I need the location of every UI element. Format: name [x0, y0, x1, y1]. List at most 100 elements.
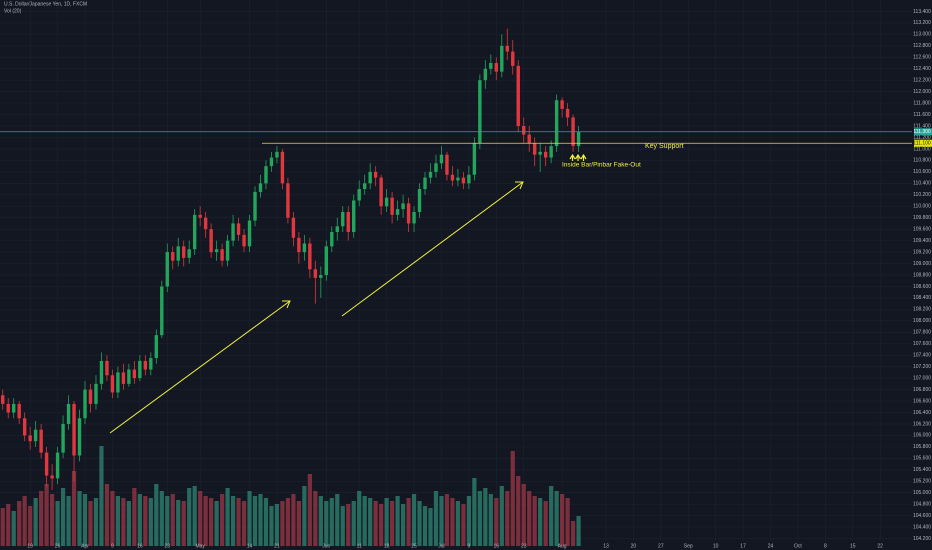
volume-bar — [104, 484, 110, 546]
candle-body — [341, 211, 345, 227]
y-tick-label: 108.200 — [913, 307, 931, 313]
annotation: Inside Bar/Pinbar Fake-Out — [562, 162, 641, 169]
candle-body — [39, 429, 43, 453]
candle-body — [450, 174, 455, 181]
candle-body — [231, 223, 235, 241]
candle-body — [439, 154, 444, 164]
candle-body — [532, 143, 537, 155]
candle-body — [214, 249, 219, 253]
volume-bar — [538, 498, 543, 546]
volume-bar — [252, 496, 258, 546]
candle-body — [297, 237, 301, 253]
candle-body — [505, 45, 509, 52]
candle-body — [489, 63, 493, 69]
candle-body — [66, 403, 71, 424]
volume-bar — [269, 506, 274, 546]
candle-body — [50, 475, 54, 479]
chart-title: U.S. Dollar/Japanese Yen, 1D, FXCM — [4, 1, 87, 7]
volume-bar — [176, 500, 181, 546]
candle-body — [368, 171, 372, 184]
volume-bar — [203, 496, 208, 546]
candle-body — [242, 234, 246, 247]
candle-body — [6, 403, 10, 413]
candle-body — [236, 223, 241, 235]
volume-bar — [236, 498, 241, 546]
volume-bar — [428, 508, 433, 546]
y-tick-label: 110.400 — [913, 181, 931, 187]
y-tick-label: 109.000 — [913, 261, 931, 267]
volume-bar — [395, 496, 400, 546]
candle-body — [500, 45, 504, 72]
y-tick-label: 107.600 — [913, 341, 931, 347]
volume-bar — [368, 498, 373, 546]
volume-bar — [66, 496, 71, 546]
x-tick-label: 23 — [521, 543, 527, 549]
candle-body — [105, 360, 109, 376]
volume-bar — [450, 498, 455, 546]
candle-body — [12, 403, 16, 413]
volume-bar — [126, 501, 131, 546]
volume-bar — [291, 494, 296, 546]
y-tick-label: 104.600 — [913, 513, 931, 519]
volume-bar — [165, 496, 170, 546]
candle-body — [225, 240, 230, 261]
volume-bar — [241, 501, 247, 546]
candles — [1, 28, 581, 490]
y-tick-label: 106.000 — [913, 433, 931, 439]
candle-body — [478, 80, 482, 144]
candle-body — [1, 395, 5, 404]
volume-bar — [379, 504, 384, 546]
candle-body — [160, 286, 164, 336]
candle-body — [154, 335, 158, 359]
volume-bar — [417, 501, 422, 546]
volume-bar — [516, 476, 521, 546]
candle-body — [116, 372, 120, 393]
y-tick-label: 112.600 — [913, 55, 931, 61]
volume-bar — [110, 491, 115, 546]
volume-bar — [55, 501, 60, 546]
y-tick-label: 112.400 — [913, 66, 931, 72]
candle-body — [247, 220, 252, 247]
current-price-line-label: 111.300 — [913, 129, 931, 135]
volume-bar — [71, 471, 77, 546]
candle-body — [83, 389, 87, 419]
candle-body — [28, 435, 32, 442]
candle-body — [291, 217, 296, 238]
candle-body — [280, 151, 285, 184]
candle-body — [198, 214, 202, 218]
pin-arrows — [569, 153, 587, 161]
candle-body — [494, 63, 499, 72]
y-tick-label: 110.800 — [913, 158, 931, 164]
y-tick-label: 109.200 — [913, 249, 931, 255]
volume-bar — [499, 486, 504, 546]
candle-body — [395, 209, 400, 215]
y-tick-label: 111.000 — [913, 146, 931, 152]
arrow — [109, 300, 291, 434]
volume-bar — [33, 498, 38, 546]
candle-body — [406, 203, 411, 224]
y-tick-label: 111.400 — [913, 123, 931, 129]
volume-bar — [192, 486, 197, 546]
candle-body — [127, 369, 131, 384]
candle-body — [456, 177, 460, 181]
candle-body — [527, 134, 531, 144]
candle-body — [99, 360, 104, 384]
candle-body — [428, 171, 433, 178]
candle-body — [192, 214, 197, 250]
x-tick-label: Oct — [794, 543, 802, 549]
volume-bar — [0, 508, 5, 546]
y-tick-label: 108.400 — [913, 295, 931, 301]
candle-body — [17, 403, 21, 419]
candle-body — [330, 232, 334, 247]
trend-arrows — [109, 181, 524, 434]
volume-bar — [400, 504, 406, 546]
candle-body — [335, 226, 339, 233]
y-tick-label: 109.800 — [913, 215, 931, 221]
y-tick-label: 111.800 — [913, 100, 931, 106]
x-tick-label: 15 — [850, 543, 856, 549]
candle-body — [220, 249, 224, 261]
candle-body — [171, 252, 175, 261]
volume-bar — [477, 491, 482, 546]
y-tick-label: 105.000 — [913, 490, 931, 496]
volume-bar — [280, 501, 285, 546]
